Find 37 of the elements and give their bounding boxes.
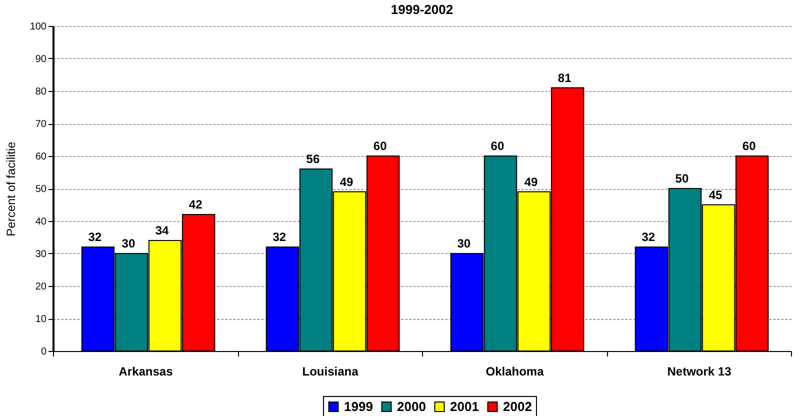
y-tick-label: 10 [35, 314, 47, 325]
data-label: 30 [457, 236, 471, 250]
data-label: 60 [490, 139, 504, 153]
y-tick-label: 70 [35, 119, 47, 130]
data-label: 32 [272, 230, 286, 244]
data-label: 49 [524, 174, 538, 189]
data-label: 56 [306, 152, 320, 166]
data-label: 45 [708, 188, 723, 202]
y-tick-label: 20 [35, 282, 47, 292]
legend-label: 2002 [503, 398, 532, 414]
data-label: 60 [742, 139, 756, 153]
data-label: 34 [155, 224, 170, 238]
data-label: 60 [373, 139, 388, 153]
data-label: 32 [642, 230, 656, 244]
y-tick-label: 0 [40, 346, 47, 358]
legend-label: 2001 [450, 398, 479, 414]
data-label: 49 [340, 174, 354, 189]
data-label: 81 [558, 70, 572, 85]
legend-label: 1999 [344, 398, 373, 414]
y-tick-label: 60 [35, 152, 47, 162]
data-label: 42 [188, 198, 203, 212]
chart-title: 1999-2002 [390, 2, 454, 17]
data-label: 30 [122, 236, 136, 250]
y-tick-label: 30 [35, 249, 47, 260]
x-tick-label: Network 13 [667, 364, 732, 378]
y-tick-label: 90 [35, 54, 47, 65]
y-tick-label: 100 [30, 22, 47, 32]
y-axis-title: Percent of facilitie [4, 141, 18, 236]
y-tick-label: 80 [35, 86, 47, 98]
x-tick-label: Arkansas [118, 364, 174, 378]
data-label: 50 [675, 172, 689, 186]
legend-label: 2000 [397, 398, 426, 414]
x-tick-label: Louisiana [302, 364, 359, 378]
y-tick-label: 40 [35, 216, 47, 228]
y-tick-label: 50 [35, 184, 47, 195]
data-label: 32 [88, 230, 102, 244]
x-tick-label: Oklahoma [486, 364, 544, 378]
